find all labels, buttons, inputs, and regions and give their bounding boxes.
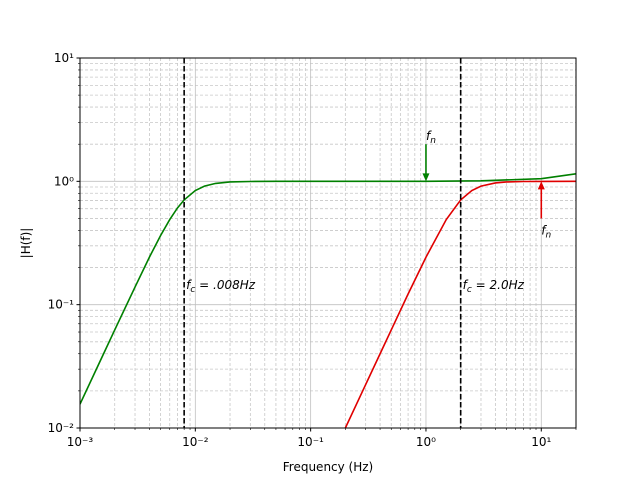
x-tick-label: 10⁰ xyxy=(416,435,436,449)
label-symbol: f xyxy=(463,278,469,292)
arrow-label: fn xyxy=(426,129,436,146)
arrow-head xyxy=(537,181,545,190)
label-symbol: f xyxy=(426,129,432,143)
cutoff-label: fc = .008Hz xyxy=(186,278,256,295)
x-axis-label: Frequency (Hz) xyxy=(283,460,374,474)
label-symbol: f xyxy=(186,278,192,292)
y-tick-label: 10⁻² xyxy=(48,421,75,435)
series-line xyxy=(80,173,576,405)
y-tick-label: 10¹ xyxy=(54,51,74,65)
x-tick-label: 10¹ xyxy=(531,435,551,449)
label-subscript: n xyxy=(430,136,436,146)
label-subscript: n xyxy=(546,230,552,240)
x-tick-label: 10⁻¹ xyxy=(297,435,324,449)
label-subscript: c xyxy=(190,285,195,295)
y-tick-label: 10⁰ xyxy=(54,174,74,188)
label-text: = 2.0Hz xyxy=(472,278,525,292)
arrow-head xyxy=(422,173,430,182)
x-tick-label: 10⁻³ xyxy=(67,435,94,449)
label-subscript: c xyxy=(467,285,472,295)
y-axis-label: |H(f)| xyxy=(19,228,33,259)
plot-frame xyxy=(79,57,577,429)
arrow-label: fn xyxy=(541,223,551,240)
x-tick-label: 10⁻² xyxy=(182,435,209,449)
label-text: = .008Hz xyxy=(195,278,255,292)
series-line xyxy=(344,180,576,428)
cutoff-label: fc = 2.0Hz xyxy=(463,278,525,295)
label-symbol: f xyxy=(541,223,547,237)
y-tick-label: 10⁻¹ xyxy=(48,298,75,312)
